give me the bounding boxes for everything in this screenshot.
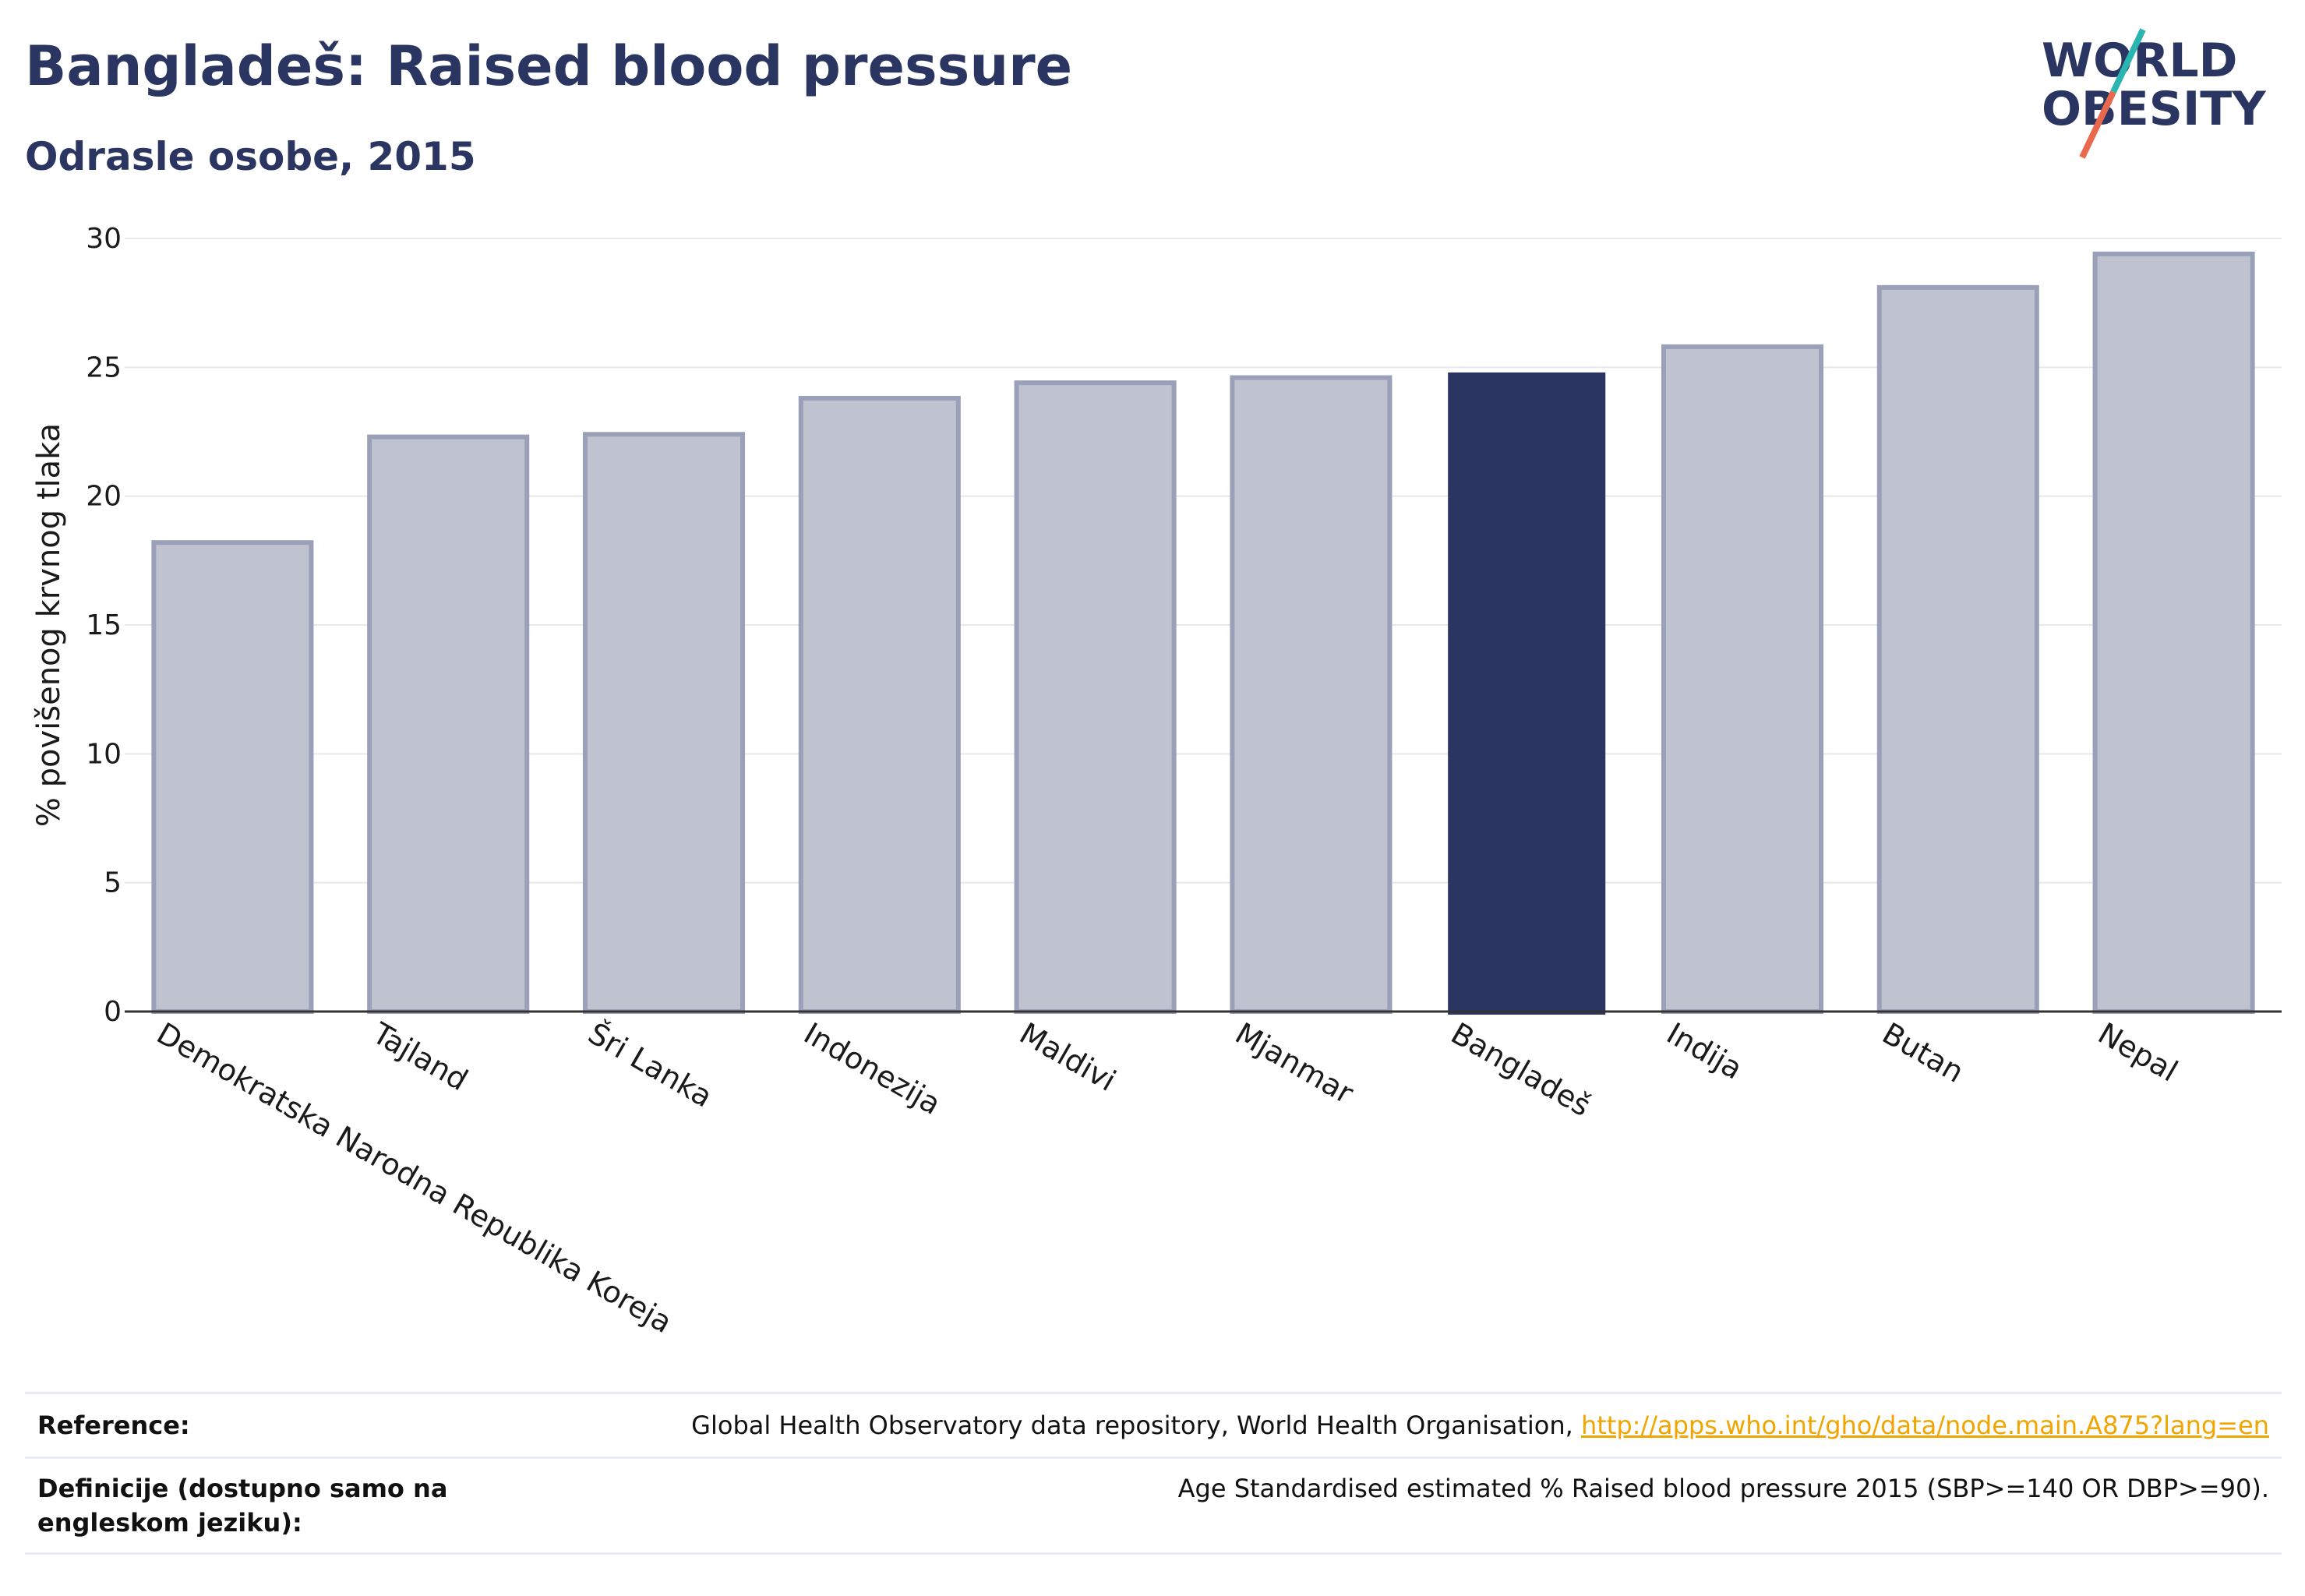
y-tick-label: 15: [86, 609, 122, 641]
x-tick-label: Indija: [1661, 1016, 1749, 1086]
reference-label: Reference:: [37, 1411, 190, 1440]
x-tick-label: Indonezija: [798, 1016, 946, 1121]
bar-indonezija: [798, 396, 961, 1015]
y-tick-label: 0: [104, 996, 122, 1028]
reference-row: Reference: Global Health Observatory dat…: [25, 1392, 2282, 1457]
definition-label: Definicije (dostupno samo na engleskom j…: [37, 1474, 448, 1538]
bar-indija: [1661, 344, 1824, 1014]
y-tick-label: 30: [86, 223, 122, 255]
logo-slash-bottom: [2079, 90, 2116, 159]
y-tick-label: 20: [86, 481, 122, 513]
logo-slash-top: [2110, 28, 2146, 94]
definition-row: Definicije (dostupno samo na engleskom j…: [25, 1457, 2282, 1555]
chart-title: Bangladeš: Raised blood pressure: [25, 34, 1073, 98]
reference-text: Global Health Observatory data repositor…: [691, 1411, 1573, 1440]
chart-subtitle: Odrasle osobe, 2015: [25, 134, 476, 179]
y-axis-title: % povišenog krvnog tlaka: [31, 423, 67, 827]
x-tick-label: Šri Lanka: [583, 1016, 718, 1114]
bar-butan: [1876, 284, 2039, 1014]
bars: [151, 251, 2255, 1015]
definition-value: Age Standardised estimated % Raised bloo…: [1177, 1474, 2269, 1503]
bar-bangladeš: [1448, 372, 1606, 1015]
y-tick-label: 25: [86, 351, 122, 383]
logo-line-2: OBESITY: [2042, 82, 2267, 136]
bar-nepal: [2092, 251, 2255, 1014]
x-tick-label: Maldivi: [1014, 1016, 1121, 1098]
x-tick-label: Tajland: [366, 1015, 474, 1097]
bar-mjanmar: [1230, 375, 1393, 1014]
x-tick-label: Bangladeš: [1445, 1016, 1597, 1123]
y-tick-label: 5: [104, 867, 122, 899]
bar-šri-lanka: [582, 432, 746, 1014]
footer-table: Reference: Global Health Observatory dat…: [25, 1392, 2282, 1555]
world-obesity-logo: WORLD OBESITY: [2042, 28, 2267, 159]
bar-demokratska-narodna-republika-koreja: [151, 540, 314, 1014]
bar-maldivi: [1014, 380, 1177, 1014]
reference-link[interactable]: http://apps.who.int/gho/data/node.main.A…: [1580, 1411, 2269, 1440]
x-tick-label: Mjanmar: [1230, 1016, 1360, 1111]
y-tick-label: 10: [86, 738, 122, 770]
x-tick-label: Butan: [1876, 1016, 1969, 1089]
x-tick-label: Nepal: [2092, 1016, 2183, 1089]
bar-tajland: [367, 434, 530, 1014]
reference-value: Global Health Observatory data repositor…: [691, 1408, 2269, 1442]
